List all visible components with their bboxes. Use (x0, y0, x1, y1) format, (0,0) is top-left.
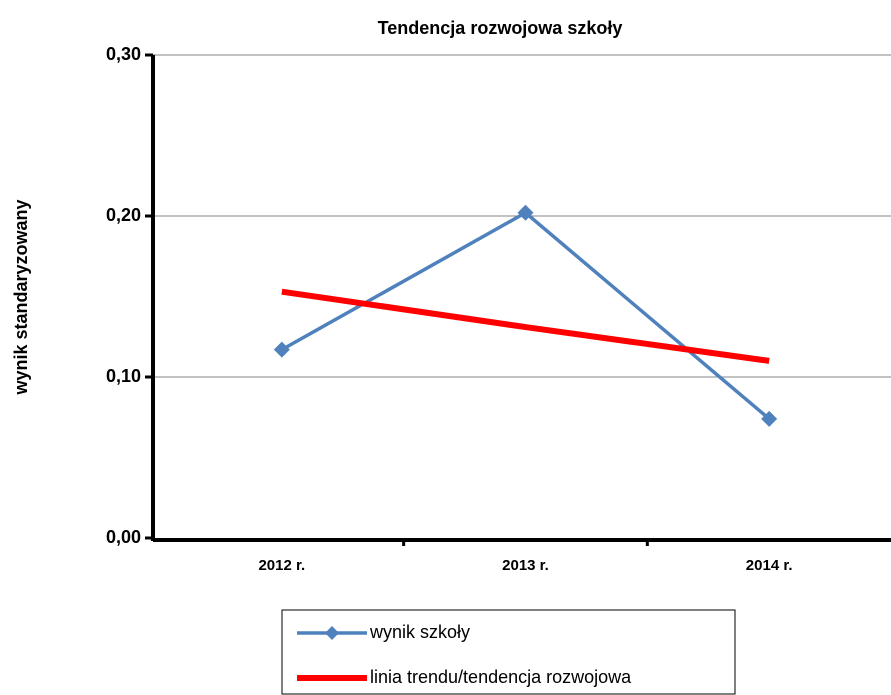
legend-marker (325, 626, 339, 640)
series-line (280, 210, 771, 421)
y-axis-label: wynik standaryzowany (11, 199, 31, 395)
legend-label: linia trendu/tendencja rozwojowa (370, 667, 632, 687)
y-tick-label: 0,00 (106, 527, 141, 547)
chart-title: Tendencja rozwojowa szkoły (378, 18, 623, 38)
x-tick-label: 2012 r. (258, 557, 305, 574)
y-tick-label: 0,20 (106, 205, 141, 225)
series-line (281, 288, 770, 364)
marker (517, 204, 534, 221)
legend-label: wynik szkoły (369, 622, 470, 642)
y-tick-label: 0,10 (106, 366, 141, 386)
marker (273, 341, 290, 358)
y-tick-label: 0,30 (106, 44, 141, 64)
x-tick-label: 2013 r. (502, 557, 549, 574)
x-tick-label: 2014 r. (746, 557, 793, 574)
marker (761, 410, 778, 427)
